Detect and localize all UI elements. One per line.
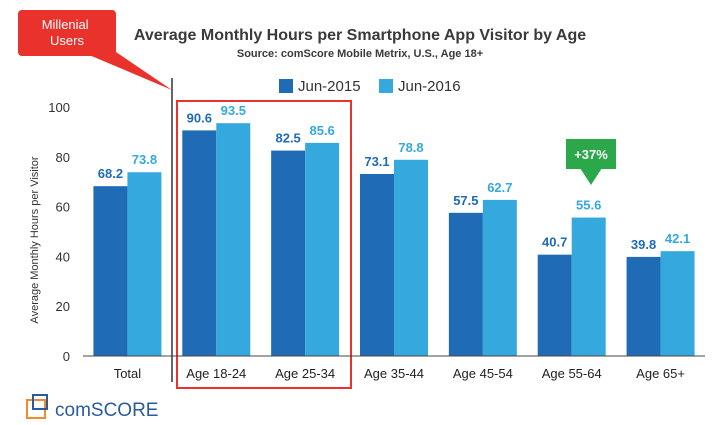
x-tick-label-age-45-54: Age 45-54 <box>453 366 513 381</box>
value-label-jun-2015-age-18-24: 90.6 <box>187 110 212 125</box>
growth-badge-pointer <box>580 168 602 185</box>
callout-box <box>18 10 116 56</box>
bar-jun-2015-age-25-34 <box>271 150 306 356</box>
growth-badge-text: +37% <box>574 147 608 162</box>
x-tick-label-age-35-44: Age 35-44 <box>364 366 424 381</box>
bar-jun-2016-age-65 <box>660 251 695 356</box>
y-tick-label: 100 <box>48 100 70 115</box>
value-label-jun-2016-age-55-64: 55.6 <box>576 198 601 213</box>
bar-jun-2015-age-55-64 <box>537 254 572 356</box>
growth-badge: +37% <box>566 139 616 185</box>
bar-jun-2016-age-25-34 <box>305 142 340 356</box>
value-label-jun-2015-age-25-34: 82.5 <box>275 131 300 146</box>
comscore-logo: comSCORE <box>26 394 158 421</box>
x-tick-label-total: Total <box>114 366 142 381</box>
millenial-highlight-box <box>176 100 352 389</box>
value-label-jun-2016-age-25-34: 85.6 <box>309 123 334 138</box>
bar-jun-2015-age-35-44 <box>360 173 394 356</box>
legend-label-jun-2016: Jun-2016 <box>398 78 461 95</box>
bar-jun-2016-age-55-64 <box>571 217 606 356</box>
y-axis-label: Average Monthly Hours per Visitor <box>29 156 41 323</box>
growth-badge-box <box>566 139 616 169</box>
y-tick-label: 40 <box>56 249 70 264</box>
callout-text: Millenial Users <box>42 17 93 48</box>
x-tick-label-age-25-34: Age 25-34 <box>275 366 335 381</box>
y-tick-label: 0 <box>63 349 70 364</box>
value-label-jun-2015-age-35-44: 73.1 <box>364 154 389 169</box>
bar-jun-2016-total <box>127 172 162 356</box>
bar-jun-2015-age-45-54 <box>448 212 483 356</box>
axes-group: 0 20 40 60 80 100 Total Age 18-24 Age 25-34 Age 3… <box>48 100 705 381</box>
bar-jun-2015-age-65 <box>626 256 661 356</box>
y-tick-label: 80 <box>56 150 70 165</box>
bar-jun-2015-total <box>93 186 128 356</box>
legend: Jun-2015 Jun-2016 <box>279 78 461 95</box>
chart-subtitle: Source: comScore Mobile Metrix, U.S., Ag… <box>237 48 483 60</box>
bar-jun-2016-age-45-54 <box>482 199 517 356</box>
x-tick-label-age-18-24: Age 18-24 <box>186 366 246 381</box>
legend-swatch-jun-2016 <box>379 79 393 93</box>
x-tick-label-age-65: Age 65+ <box>636 366 685 381</box>
x-tick-label-age-55-64: Age 55-64 <box>542 366 602 381</box>
callout-pointer <box>82 52 172 90</box>
value-label-jun-2015-age-55-64: 40.7 <box>542 235 567 250</box>
value-label-jun-2016-age-35-44: 78.8 <box>398 140 423 155</box>
chart-title: Average Monthly Hours per Smartphone App… <box>134 27 586 44</box>
legend-swatch-jun-2015 <box>279 79 293 93</box>
value-label-jun-2015-total: 68.2 <box>98 166 123 181</box>
value-label-jun-2015-age-65: 39.8 <box>631 237 656 252</box>
y-tick-label: 60 <box>56 200 70 215</box>
bars-group: 68.2 73.8 90.6 93.5 82.5 85.6 73.1 78.8 57.5 62.7… <box>93 103 695 356</box>
millenial-callout: Millenial Users <box>18 10 172 90</box>
value-label-jun-2015-age-45-54: 57.5 <box>453 193 478 208</box>
value-label-jun-2016-age-65: 42.1 <box>665 231 690 246</box>
comscore-logo-text: comSCORE <box>55 400 158 421</box>
value-label-jun-2016-age-18-24: 93.5 <box>221 103 246 118</box>
value-label-jun-2016-age-45-54: 62.7 <box>487 180 512 195</box>
y-tick-label: 20 <box>56 299 70 314</box>
bar-jun-2015-age-18-24 <box>182 130 217 356</box>
value-label-jun-2016-total: 73.8 <box>132 152 157 167</box>
legend-label-jun-2015: Jun-2015 <box>298 78 361 95</box>
comscore-logo-mark-inner <box>32 394 48 410</box>
bar-jun-2016-age-18-24 <box>216 123 251 356</box>
bar-jun-2016-age-35-44 <box>394 159 428 356</box>
